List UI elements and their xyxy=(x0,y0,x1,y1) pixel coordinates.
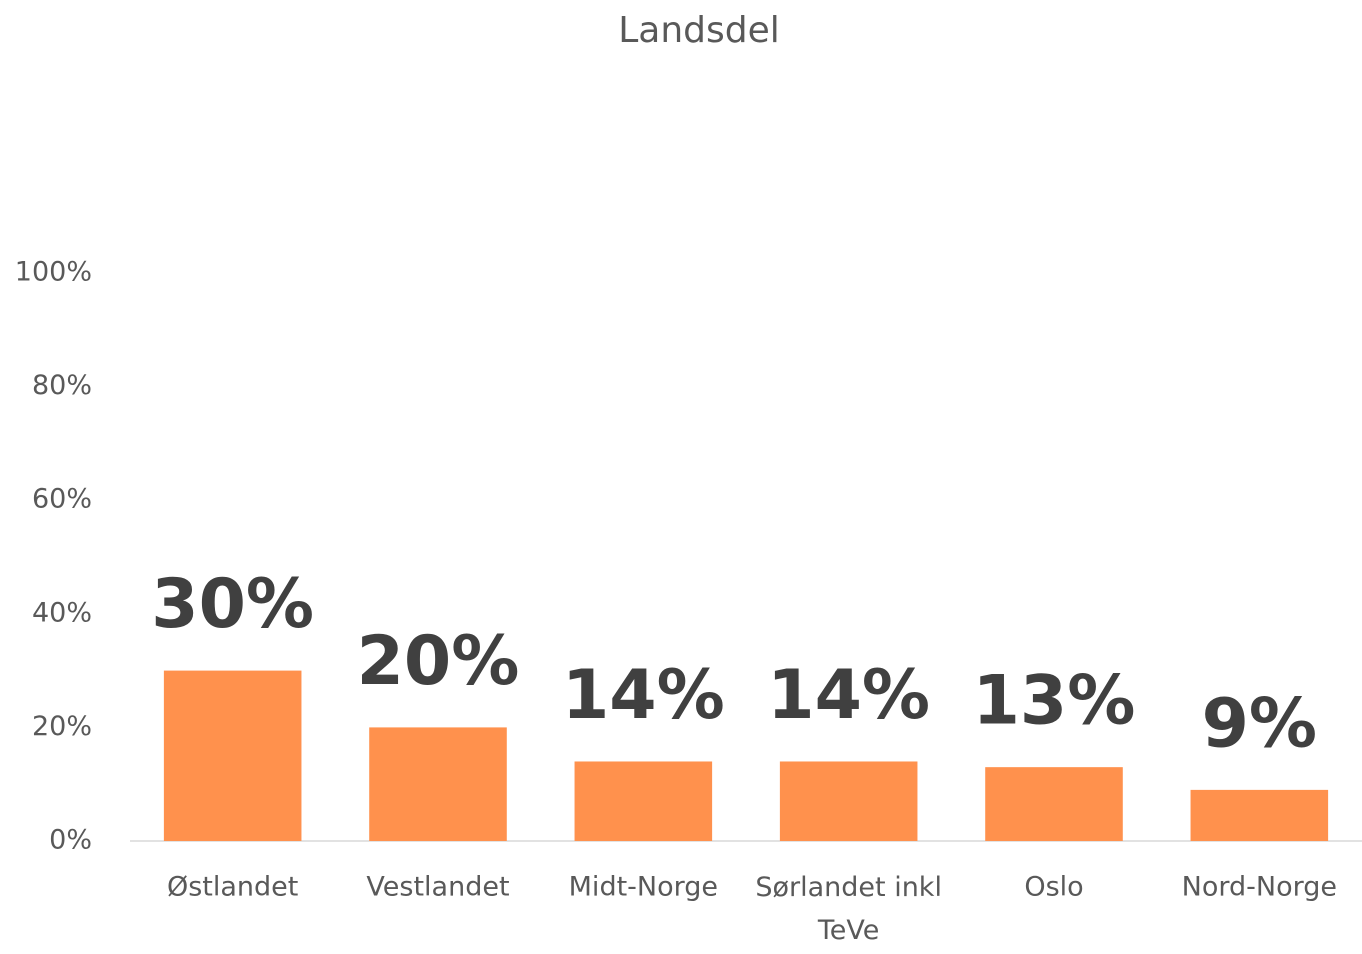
y-tick-label: 60% xyxy=(32,484,92,515)
y-tick-label: 100% xyxy=(15,257,92,288)
bar xyxy=(163,670,302,841)
y-tick-label: 0% xyxy=(49,825,92,856)
chart-title: Landsdel xyxy=(618,10,780,51)
y-tick-label: 40% xyxy=(32,597,92,628)
bar xyxy=(1190,789,1329,841)
bar xyxy=(779,761,918,841)
bar xyxy=(985,767,1123,841)
y-tick-label: 80% xyxy=(32,370,92,401)
value-label: 20% xyxy=(357,622,520,701)
x-tick-label: Vestlandet xyxy=(366,872,509,903)
x-tick-label: Midt-Norge xyxy=(569,872,718,903)
x-tick-label: Nord-Norge xyxy=(1182,872,1337,903)
x-tick-label: Sørlandet inkl TeVe xyxy=(755,872,942,946)
y-tick-label: 20% xyxy=(32,711,92,742)
bar xyxy=(574,761,713,841)
value-label: 9% xyxy=(1202,684,1317,763)
value-label: 30% xyxy=(151,565,314,644)
bar xyxy=(369,727,507,841)
value-label: 14% xyxy=(562,656,725,735)
value-label: 14% xyxy=(767,656,930,735)
x-tick-label: Østlandet xyxy=(167,872,298,903)
value-label: 13% xyxy=(973,662,1136,741)
x-tick-label: Oslo xyxy=(1024,872,1083,903)
